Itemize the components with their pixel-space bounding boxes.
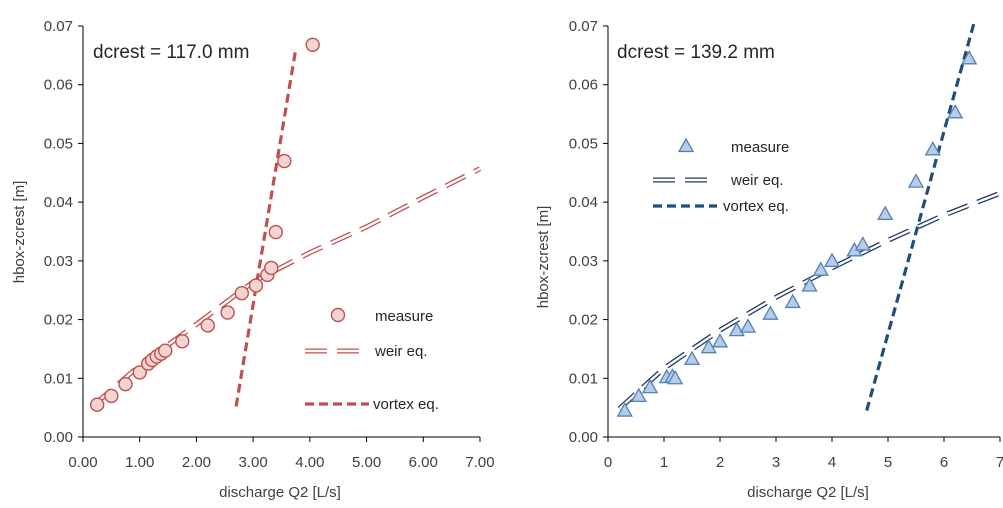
x-tick-label: 4	[828, 454, 836, 471]
measure-point	[630, 387, 647, 403]
measure-point	[947, 103, 964, 119]
x-tick-label: 6.00	[409, 454, 438, 471]
measure-point	[907, 173, 925, 188]
measure-point	[234, 285, 250, 301]
y-tick-label: 0.04	[569, 194, 598, 211]
x-axis-title: discharge Q2 [L/s]	[747, 484, 869, 501]
y-tick-label: 0.03	[569, 253, 598, 270]
legend-item: weir eq.	[653, 172, 784, 189]
measure-point	[220, 305, 235, 320]
measure-point	[268, 224, 284, 240]
measure-point	[700, 338, 717, 354]
measure-point	[616, 402, 633, 417]
measure-point	[264, 260, 279, 276]
measure-point	[683, 350, 701, 366]
x-tick-label: 7	[996, 454, 1003, 471]
y-tick-label: 0.04	[44, 194, 73, 211]
plot-area	[616, 19, 1001, 417]
measure-point	[924, 140, 941, 156]
x-tick-label: 1	[660, 454, 668, 471]
x-tick-label: 2.00	[182, 454, 211, 471]
y-tick-label: 0.01	[569, 370, 598, 387]
legend-label: weir eq.	[730, 172, 784, 189]
plot-area	[89, 37, 482, 412]
measure-point	[961, 49, 978, 65]
vortex-eq-line	[234, 49, 298, 407]
x-tick-label: 0	[604, 454, 612, 471]
chart-annotation: dcrest = 117.0 mm	[93, 42, 249, 63]
vortex-eq-line	[865, 19, 977, 412]
legend-item: vortex eq.	[653, 198, 789, 215]
measure-point	[89, 397, 105, 412]
x-axis-title: discharge Q2 [L/s]	[219, 484, 341, 501]
measure-point	[248, 278, 264, 293]
legend-label: measure	[375, 308, 433, 325]
legend-label: measure	[731, 139, 789, 156]
measure-point	[812, 261, 829, 276]
measure-point	[641, 378, 659, 394]
legend-item: weir eq.	[305, 343, 428, 360]
y-tick-label: 0.07	[44, 18, 73, 35]
measure-point	[158, 343, 173, 358]
legend-item: vortex eq.	[305, 396, 439, 413]
y-tick-label: 0.06	[569, 77, 598, 94]
y-tick-label: 0.02	[44, 312, 73, 329]
x-tick-label: 5.00	[352, 454, 381, 471]
measure-point	[854, 236, 871, 251]
chart-annotation: dcrest = 139.2 mm	[617, 42, 775, 63]
measure-point	[200, 318, 215, 333]
y-axis-title: hbox-zcrest [m]	[11, 181, 28, 284]
measure-point	[104, 388, 119, 404]
measure-point	[277, 153, 292, 169]
measure-point	[801, 277, 818, 292]
y-tick-label: 0.01	[44, 370, 73, 387]
y-tick-label: 0.05	[44, 135, 73, 152]
measure-point	[784, 293, 801, 309]
x-tick-label: 3	[772, 454, 780, 471]
x-tick-label: 1.00	[125, 454, 154, 471]
measure-point	[762, 305, 779, 320]
y-tick-label: 0.05	[569, 135, 598, 152]
measure-point	[132, 365, 147, 380]
measure-point	[877, 205, 894, 221]
x-tick-label: 3.00	[239, 454, 268, 471]
y-tick-label: 0.00	[44, 429, 73, 446]
legend-label: vortex eq.	[723, 198, 789, 215]
y-tick-label: 0.03	[44, 253, 73, 270]
measure-point	[823, 252, 841, 268]
y-tick-label: 0.00	[569, 429, 598, 446]
chart-panel-1: 0.00 0.01 0.02 0.03 0.04 0.05 0.06 0.07 0.00 1.00…	[11, 18, 495, 501]
measure-point	[175, 334, 190, 349]
y-tick-label: 0.06	[44, 77, 73, 94]
measure-point	[118, 376, 133, 392]
legend-marker	[330, 307, 346, 323]
x-tick-label: 0.00	[68, 454, 97, 471]
y-axis-title: hbox-zcrest [m]	[535, 206, 552, 309]
x-tick-label: 2	[716, 454, 724, 471]
measure-point	[711, 332, 729, 348]
legend-item: measure	[330, 307, 433, 325]
legend-label: weir eq.	[374, 343, 428, 360]
x-tick-label: 5	[884, 454, 892, 471]
y-tick-label: 0.07	[569, 18, 598, 35]
weir-eq-line-inner	[618, 192, 1001, 410]
x-tick-label: 6	[940, 454, 948, 471]
legend-label: vortex eq.	[373, 396, 439, 413]
measure-point	[739, 318, 757, 333]
y-tick-label: 0.02	[569, 312, 598, 329]
chart-panel-2: 0.00 0.01 0.02 0.03 0.04 0.05 0.06 0.07 0 1 2 3 4 5 6 7…	[535, 18, 1003, 501]
x-tick-label: 4.00	[295, 454, 324, 471]
x-tick-label: 7.00	[465, 454, 494, 471]
measure-point	[305, 37, 320, 52]
measure-point	[667, 369, 684, 385]
legend-marker	[677, 137, 695, 153]
legend-item: measure	[677, 137, 789, 156]
